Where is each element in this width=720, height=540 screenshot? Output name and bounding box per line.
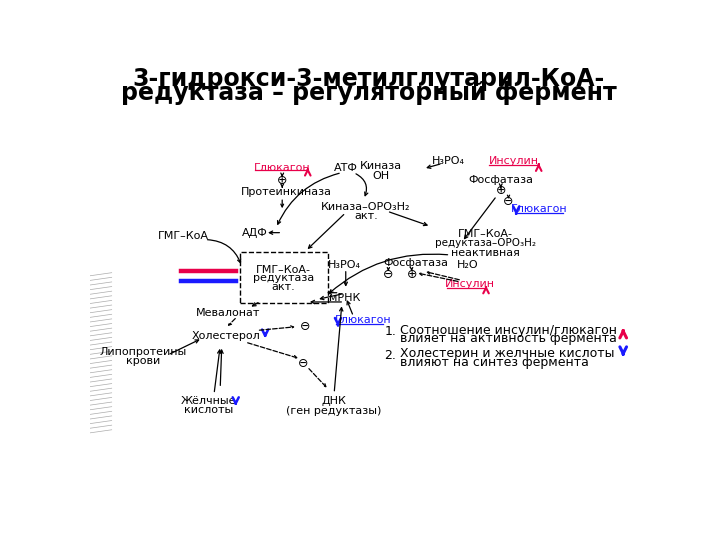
Text: Инсулин: Инсулин	[489, 156, 539, 166]
Text: H₂O: H₂O	[456, 260, 478, 270]
Text: Соотношение инсулин/глюкагон: Соотношение инсулин/глюкагон	[400, 324, 617, 337]
Text: Киназа: Киназа	[359, 161, 402, 171]
Text: ГМГ–КоА-: ГМГ–КоА-	[458, 229, 513, 239]
Text: мРНК: мРНК	[328, 293, 360, 303]
Text: 3-гидрокси-3-метилглутарил-КоА-: 3-гидрокси-3-метилглутарил-КоА-	[133, 66, 605, 91]
Text: Липопротеины: Липопротеины	[99, 347, 186, 357]
Text: редуктаза – регуляторный фермент: редуктаза – регуляторный фермент	[121, 82, 617, 105]
Text: ГМГ–КоА: ГМГ–КоА	[158, 231, 209, 241]
Text: кислоты: кислоты	[184, 405, 233, 415]
Text: Холестерин и желчные кислоты: Холестерин и желчные кислоты	[400, 347, 614, 360]
Text: ⊕: ⊕	[406, 268, 417, 281]
Text: ДНК: ДНК	[322, 396, 346, 406]
Text: Глюкагон: Глюкагон	[254, 163, 310, 173]
Text: 1.: 1.	[384, 326, 397, 339]
Text: влияет на активность фермента: влияет на активность фермента	[400, 333, 617, 346]
Text: редуктаза: редуктаза	[253, 273, 315, 283]
Text: ГМГ–КоА-: ГМГ–КоА-	[256, 265, 311, 275]
Text: ⊕: ⊕	[495, 184, 506, 197]
Text: Глюкагон: Глюкагон	[335, 315, 391, 326]
Text: акт.: акт.	[272, 281, 296, 292]
Text: акт.: акт.	[354, 212, 378, 221]
Text: Инсулин: Инсулин	[445, 279, 495, 289]
Text: (ген редуктазы): (ген редуктазы)	[287, 406, 382, 416]
Text: Протеинкиназа: Протеинкиназа	[240, 187, 332, 197]
Text: Жёлчные: Жёлчные	[181, 396, 236, 406]
Text: ОН: ОН	[372, 171, 390, 181]
Text: 2.: 2.	[384, 349, 397, 362]
Text: Киназа–ОРО₃Н₂: Киназа–ОРО₃Н₂	[321, 202, 410, 212]
Text: редуктаза–ОРО₃Н₂: редуктаза–ОРО₃Н₂	[435, 239, 536, 248]
Text: крови: крови	[125, 356, 160, 366]
Text: Мевалонат: Мевалонат	[196, 308, 260, 318]
Text: АДФ: АДФ	[242, 228, 268, 238]
Text: АТФ: АТФ	[334, 163, 358, 173]
Text: Глюкагон: Глюкагон	[511, 204, 568, 214]
Text: неактивная: неактивная	[451, 248, 520, 258]
Text: H₃PO₄: H₃PO₄	[432, 156, 465, 166]
Text: H₃PO₄: H₃PO₄	[328, 260, 361, 270]
Text: Холестерол: Холестерол	[192, 331, 260, 341]
Text: ⊖: ⊖	[383, 268, 394, 281]
Text: ⊕: ⊕	[277, 174, 287, 187]
Text: Фосфатаза: Фосфатаза	[383, 259, 448, 268]
Text: Фосфатаза: Фосфатаза	[468, 176, 534, 185]
FancyBboxPatch shape	[240, 252, 328, 303]
Text: ⊖: ⊖	[503, 195, 514, 208]
Text: ⊖: ⊖	[298, 357, 308, 370]
Text: влияют на синтез фермента: влияют на синтез фермента	[400, 355, 589, 368]
Text: ⊖: ⊖	[300, 320, 310, 333]
